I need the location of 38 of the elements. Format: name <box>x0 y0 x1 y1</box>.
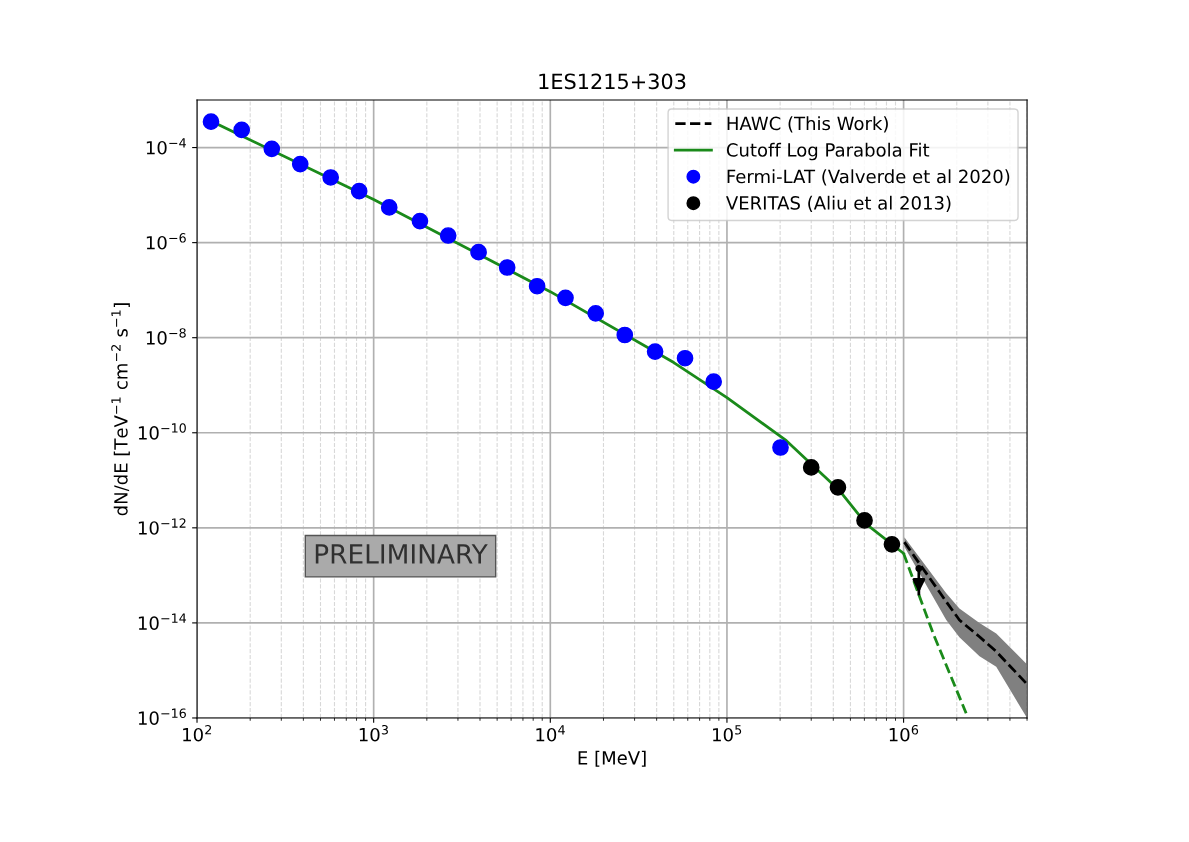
x-axis-title: E [MeV] <box>578 750 646 767</box>
legend-label: Cutoff Log Parabola Fit <box>726 142 930 161</box>
legend-label: VERITAS (Aliu et al 2013) <box>726 195 951 212</box>
legend-label: HAWC (This Work) <box>727 116 888 133</box>
y-tick-label: 10$^{−8}$ <box>146 328 186 345</box>
y-tick-label: 10$^{−10}$ <box>138 423 186 440</box>
point <box>587 304 605 322</box>
point <box>646 343 664 360</box>
point <box>380 199 398 216</box>
point <box>263 140 281 158</box>
y-tick-label: 10$^{−6}$ <box>146 233 186 250</box>
x-tick-label: 10$^{3}$ <box>359 724 388 742</box>
y-tick-label: 10$^{−12}$ <box>138 518 186 535</box>
point <box>676 349 694 367</box>
point <box>439 227 457 244</box>
y-tick-label: 10$^{−16}$ <box>138 708 186 725</box>
x-tick-label: 10$^{5}$ <box>713 725 742 742</box>
y-axis-title: dN/dE [TeV$^{−1}$ cm$^{−2}$ s$^{−1}$] <box>111 303 130 516</box>
point <box>411 212 429 230</box>
point <box>557 289 574 307</box>
point <box>202 113 220 130</box>
y-tick-label: 10$^{−4}$ <box>146 138 186 155</box>
x-tick-label: 10$^{4}$ <box>536 725 565 742</box>
point <box>498 259 516 276</box>
point <box>291 155 309 173</box>
point <box>616 326 634 344</box>
point <box>233 121 251 139</box>
annotation: PRELIMINARY <box>315 544 488 564</box>
point <box>528 277 546 295</box>
point <box>350 182 368 200</box>
y-tick-label: 10$^{−14}$ <box>138 613 187 630</box>
x-tick-label: 10$^{6}$ <box>889 724 919 742</box>
chart-title: 1ES1215+303 <box>539 73 686 90</box>
point <box>322 169 340 186</box>
point <box>705 373 722 390</box>
point <box>470 243 487 261</box>
x-tick-label: 10$^{2}$ <box>183 724 212 742</box>
legend-label: Fermi-LAT (Valverde et al 2020) <box>727 169 1010 186</box>
